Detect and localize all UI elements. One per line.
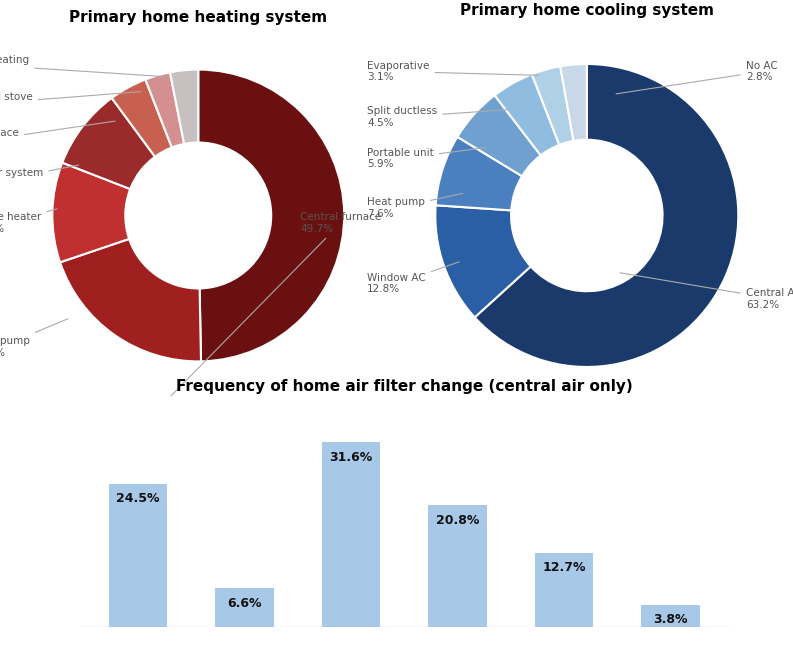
Wedge shape [458, 95, 541, 176]
Text: Fireplace
4.2%: Fireplace 4.2% [0, 121, 115, 150]
Title: Frequency of home air filter change (central air only): Frequency of home air filter change (cen… [176, 379, 633, 394]
Text: 6.6%: 6.6% [228, 597, 262, 610]
Wedge shape [52, 163, 130, 263]
Wedge shape [495, 74, 559, 155]
Text: Space heater
11.1%: Space heater 11.1% [0, 209, 57, 234]
Bar [322, 442, 381, 627]
Bar [216, 588, 274, 627]
Wedge shape [435, 137, 522, 210]
Wedge shape [170, 70, 198, 144]
Text: 12.7%: 12.7% [542, 562, 586, 575]
Title: Primary home heating system: Primary home heating system [69, 10, 328, 25]
Bar [109, 484, 167, 627]
Text: Split ductless
4.5%: Split ductless 4.5% [367, 106, 508, 128]
Text: Central AC
63.2%: Central AC 63.2% [620, 273, 793, 310]
Wedge shape [60, 239, 201, 361]
Wedge shape [145, 72, 184, 148]
Wedge shape [62, 98, 155, 189]
Text: 24.5%: 24.5% [117, 492, 160, 505]
Wedge shape [112, 80, 172, 157]
Text: Evaporative
3.1%: Evaporative 3.1% [367, 61, 538, 82]
Text: Heat pump
7.6%: Heat pump 7.6% [367, 193, 463, 219]
Text: Boiler system
9.0%: Boiler system 9.0% [0, 165, 79, 190]
Wedge shape [532, 67, 573, 145]
Bar [535, 552, 593, 627]
Wedge shape [561, 64, 587, 141]
Text: Heat pump
20.1%: Heat pump 20.1% [0, 319, 68, 358]
Bar [642, 605, 700, 627]
Text: Portable unit
5.9%: Portable unit 5.9% [367, 148, 485, 170]
Wedge shape [198, 70, 344, 361]
Text: Wood stove
2.8%: Wood stove 2.8% [0, 91, 141, 113]
Title: Primary home cooling system: Primary home cooling system [460, 3, 714, 18]
Text: No heating
3.1%: No heating 3.1% [0, 55, 167, 77]
Wedge shape [435, 205, 531, 317]
Text: Window AC
12.8%: Window AC 12.8% [367, 262, 459, 295]
Text: Central furnace
49.7%: Central furnace 49.7% [171, 212, 381, 396]
Wedge shape [475, 64, 738, 367]
Text: 3.8%: 3.8% [653, 613, 688, 626]
Bar [428, 505, 487, 627]
Text: 31.6%: 31.6% [330, 451, 373, 464]
Text: 20.8%: 20.8% [436, 514, 480, 527]
Text: No AC
2.8%: No AC 2.8% [616, 61, 778, 94]
